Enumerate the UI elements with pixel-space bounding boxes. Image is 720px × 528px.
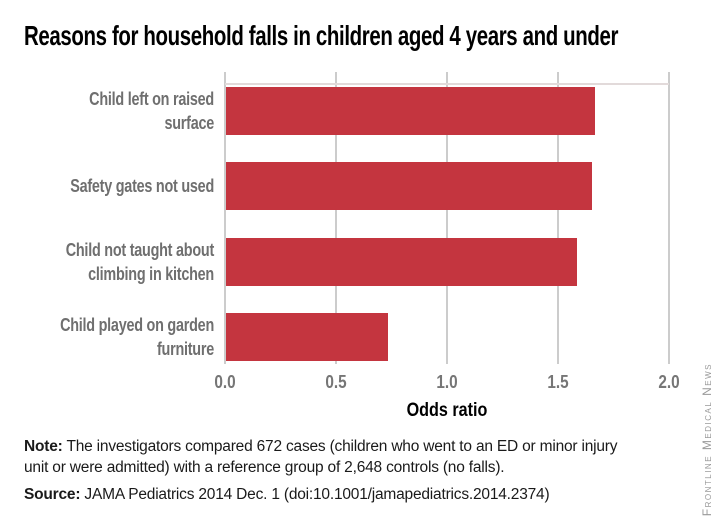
plot-area: 0.0 0.5 1.0 1.5 2.0 Child left on raised surf… (60, 72, 680, 392)
bar (226, 162, 593, 211)
gridline (335, 72, 337, 364)
gridline (557, 72, 559, 364)
category-label: Child left on raised surface (89, 89, 214, 133)
gridline (446, 72, 448, 364)
note-label: Note: (24, 438, 63, 455)
bar (226, 87, 595, 135)
note: Note: The investigators compared 672 cas… (24, 436, 696, 478)
x-tick-label: 1.5 (547, 372, 569, 392)
plot-top-border (225, 83, 669, 85)
gridline (224, 72, 226, 364)
source: Source: JAMA Pediatrics 2014 Dec. 1 (doi… (24, 484, 696, 505)
source-label: Source: (24, 486, 81, 503)
bar (226, 237, 577, 286)
bar (226, 313, 389, 362)
source-text: JAMA Pediatrics 2014 Dec. 1 (doi:10.1001… (84, 486, 550, 503)
gridline (668, 72, 670, 364)
x-tick-label: 1.0 (436, 372, 458, 392)
category-label: Child not taught about climbing in kitch… (65, 239, 215, 284)
category-label: Child played on garden furniture (60, 315, 214, 360)
chart-title: Reasons for household falls in children … (24, 20, 619, 51)
credit-vertical-text: Frontline Medical News (700, 362, 714, 516)
x-axis-title: Odds ratio (406, 400, 488, 421)
category-label: Safety gates not used (70, 176, 214, 197)
x-tick-label: 0.5 (325, 372, 347, 392)
x-tick-label: 0.0 (214, 372, 236, 392)
note-text: The investigators compared 672 cases (ch… (24, 438, 618, 476)
x-tick-label: 2.0 (658, 372, 680, 392)
